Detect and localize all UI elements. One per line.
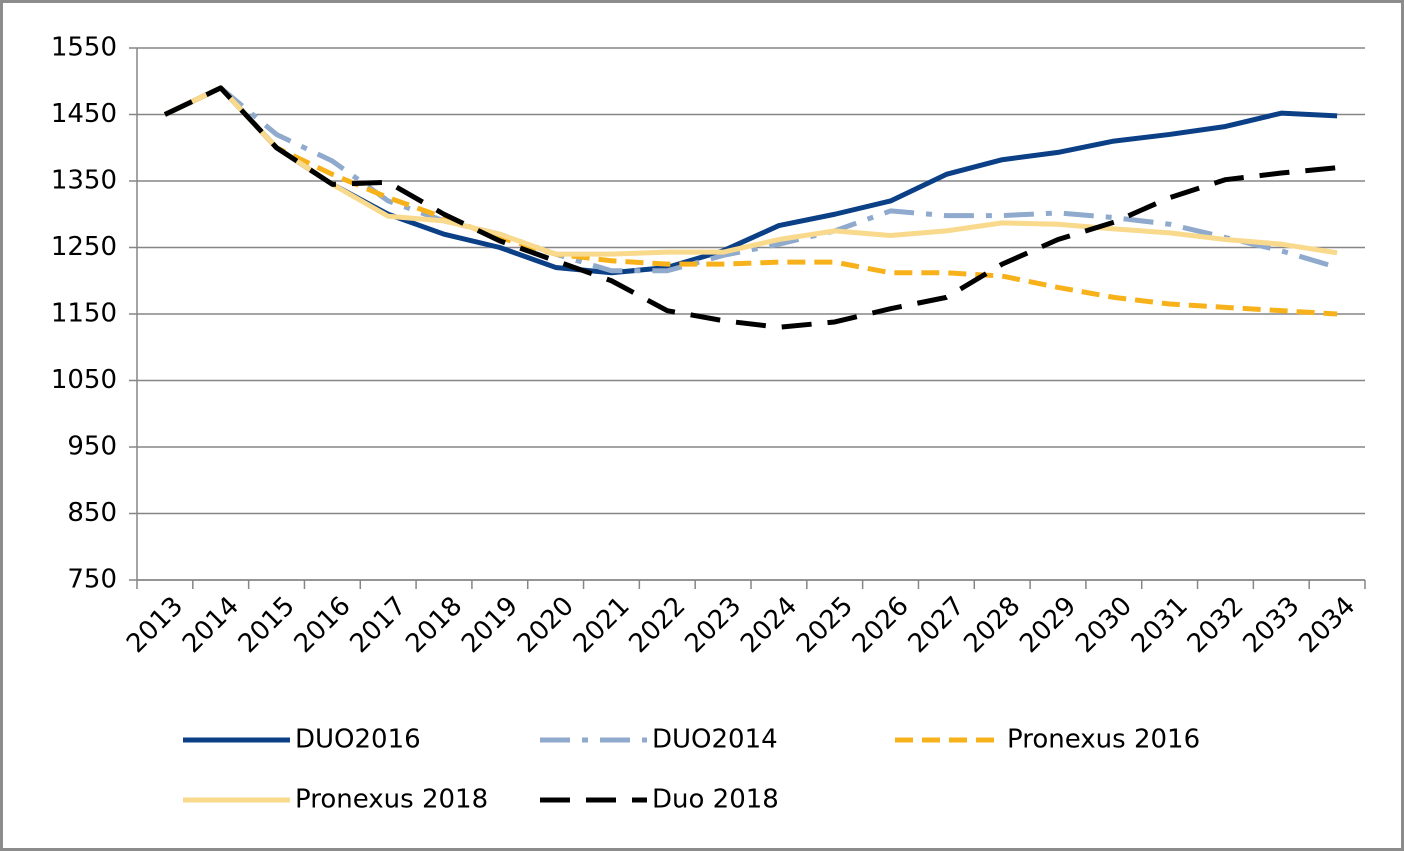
legend-label: Pronexus 2016 (1007, 725, 1200, 755)
series-line (163, 85, 1338, 274)
y-tick-label: 850 (67, 498, 117, 528)
legend-label: Pronexus 2018 (295, 785, 488, 815)
y-tick-label: 1050 (51, 365, 117, 395)
y-tick-label: 1250 (51, 232, 117, 262)
y-tick-label: 750 (67, 565, 117, 595)
y-tick-label: 1450 (51, 99, 117, 129)
legend-label: DUO2016 (295, 725, 421, 755)
y-tick-label: 1550 (51, 33, 117, 63)
y-tick-label: 1150 (51, 299, 117, 329)
y-tick-label: 950 (67, 432, 117, 462)
series-line (163, 85, 1338, 257)
series-line (163, 85, 1338, 317)
legend-label: Duo 2018 (652, 785, 779, 815)
y-tick-label: 1350 (51, 166, 117, 196)
legend-label: DUO2014 (652, 725, 778, 755)
series-line (163, 85, 1338, 330)
